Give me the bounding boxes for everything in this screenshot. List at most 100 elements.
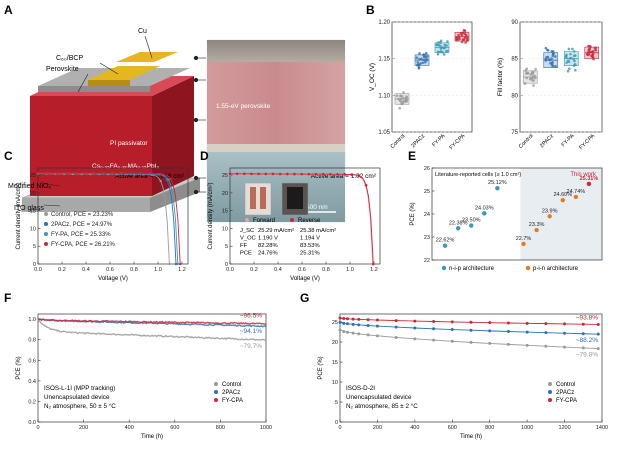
data-point [402, 91, 405, 94]
category-label: 2PACz [410, 133, 426, 149]
jv-marker [314, 172, 318, 176]
y-tick-label: 1.15 [378, 57, 390, 63]
retention-label: ~96.5% [240, 313, 262, 320]
y-tick-label: 0.8 [28, 338, 36, 344]
jv-chart-small: 0.0 0.2 0.4 0.6 0.8 1.0 1.2 0 5 10 15 20 25 Voltage (… [16, 167, 189, 282]
data-point [404, 96, 408, 100]
data-point [525, 67, 528, 71]
panel-d-letter: D [200, 149, 209, 163]
literature-point [481, 210, 487, 216]
jv-marker [65, 171, 68, 175]
x-tick-label: 600 [448, 425, 457, 431]
plot-frame [37, 167, 189, 265]
stability-marker [351, 322, 355, 326]
x-axis-label: Voltage (V) [290, 276, 320, 282]
data-point [589, 45, 592, 49]
stability-marker [413, 319, 417, 323]
y-tick-label: 1.20 [378, 20, 390, 26]
jv-marker [343, 173, 346, 176]
jv-marker [364, 183, 368, 187]
y-tick-label: 0.4 [28, 379, 36, 385]
jv-marker [328, 172, 332, 176]
jv-marker [371, 262, 375, 266]
jv-marker [336, 172, 339, 176]
data-point [549, 61, 552, 65]
stability-marker [488, 321, 492, 325]
y-tick-label: 1.0 [28, 317, 36, 323]
stability-marker [394, 335, 398, 339]
retention-label: ~94.1% [240, 328, 262, 335]
pce-comparison-chart: 22 23 24 25 26 PCE (%) Literature-reported cel… [410, 166, 603, 272]
data-point [465, 34, 468, 37]
x-tick-label: 0.4 [274, 267, 282, 273]
legend-marker [548, 398, 552, 402]
literature-point [520, 241, 527, 247]
jv-marker [293, 172, 296, 176]
legend-marker [290, 218, 294, 222]
data-point [533, 76, 537, 80]
data-point [399, 94, 402, 98]
panel-d: D 0.0 0.2 0.4 0.6 0.8 1.0 1.2 0 5 10 15 20 25 Voltage… [200, 149, 381, 282]
legend-marker [245, 218, 249, 222]
data-point [550, 57, 553, 60]
legend-entry: Control [556, 382, 575, 388]
jv-marker [257, 172, 260, 176]
voc-box-chart: 1.05 1.10 1.15 1.20 V_OC (V) Control 2PACz FY-P… [369, 20, 473, 151]
y-tick-label: 85 [511, 57, 518, 63]
active-area-label: Active area = 1.02 cm² [311, 173, 377, 180]
jv-marker [350, 173, 354, 176]
condition-text: N₂ atmosphere, 85 ± 2 °C [346, 402, 418, 410]
literature-point [573, 194, 579, 200]
table-row-label: PCE [240, 251, 252, 257]
data-point [586, 52, 589, 56]
legend-entry: FY-CPA [222, 398, 243, 404]
legend-marker [214, 398, 218, 402]
data-point [405, 100, 408, 103]
stability-marker [394, 319, 398, 323]
data-point [425, 58, 428, 62]
x-tick-label: 1200 [558, 425, 570, 431]
legend-marker [441, 265, 447, 271]
y-tick-label: 20 [30, 191, 36, 197]
point-label: 25.31% [580, 176, 599, 182]
data-point [591, 49, 595, 53]
data-point [572, 50, 576, 53]
x-tick-label: 0.8 [130, 267, 138, 273]
data-point [464, 41, 467, 44]
x-tick-label: 0.2 [250, 267, 258, 273]
x-tick-label: 1000 [521, 425, 533, 431]
x-tick-label: 0 [338, 425, 341, 431]
jv-chart-large: 0.0 0.2 0.4 0.6 0.8 1.0 1.2 0 5 10 15 20 25 Voltage (… [208, 167, 381, 282]
stability-marker [488, 341, 492, 345]
panel-g: G 0 200 400 600 800 1000 1200 1400 0 5 10 15 20 25 Tim… [300, 291, 608, 440]
stability-marker [525, 330, 529, 334]
thermal-stability-chart: 0 200 400 600 800 1000 1200 1400 0 5 10 15 20 25 Time … [318, 313, 608, 440]
perovskite-front [30, 96, 152, 196]
legend-marker [44, 212, 48, 216]
data-point [418, 57, 421, 61]
table-forward: 25.29 mA/cm² [258, 228, 294, 234]
x-tick-label: 1.2 [370, 267, 378, 273]
category-label: Control [390, 133, 407, 150]
literature-point [468, 222, 474, 229]
jv-marker [286, 172, 289, 176]
data-point [564, 55, 568, 58]
y-tick-label: 15 [222, 209, 228, 215]
stability-curve-2 [37, 318, 267, 326]
data-point [565, 61, 568, 64]
stability-marker [581, 322, 585, 326]
data-point [422, 58, 426, 62]
data-point [587, 50, 590, 54]
stability-marker [450, 320, 454, 324]
data-point [590, 54, 593, 57]
label-ito: ITO glass [14, 205, 44, 212]
y-tick-label: 5 [335, 400, 338, 406]
legend-marker [44, 222, 48, 226]
device-pixel [260, 187, 266, 209]
legend-entry: Control, PCE = 23.23% [51, 212, 114, 218]
data-point [532, 79, 535, 82]
stability-marker [345, 322, 349, 326]
jv-marker [321, 172, 325, 176]
data-point [446, 40, 449, 43]
y-tick-label: 10 [30, 226, 36, 232]
